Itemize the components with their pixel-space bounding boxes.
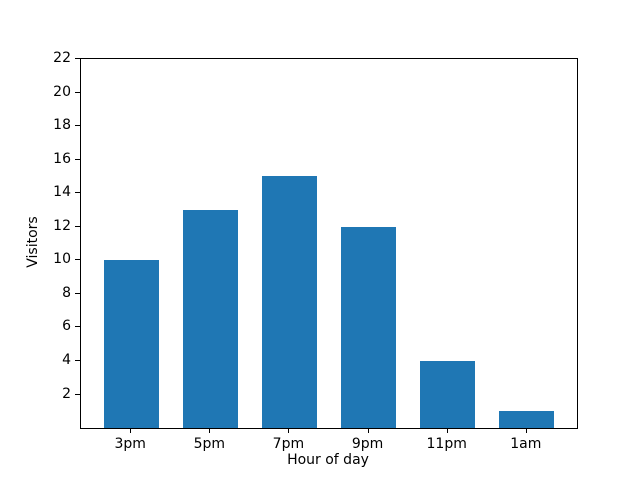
y-tick-mark [75, 292, 80, 294]
y-tick-mark [75, 259, 80, 261]
bar-7pm [261, 176, 318, 428]
y-tick-mark [75, 225, 80, 227]
bar-11pm [420, 360, 476, 428]
y-tick-mark [75, 91, 80, 93]
y-tick-mark [75, 393, 80, 395]
plot-area [80, 58, 578, 429]
bar-9pm [340, 226, 397, 428]
x-tick-label: 3pm [114, 436, 146, 452]
y-tick-label: 2 [62, 385, 71, 402]
x-tick-label: 9pm [351, 436, 384, 452]
x-tick-label: 11pm [426, 436, 467, 452]
y-tick-label: 10 [53, 251, 71, 268]
x-tick-mark [367, 428, 369, 433]
x-tick-label: 1am [510, 436, 542, 452]
y-tick-label: 18 [53, 117, 71, 134]
y-tick-mark [75, 326, 80, 328]
y-tick-label: 22 [53, 50, 71, 66]
x-tick-mark [209, 428, 211, 433]
y-tick-mark [75, 58, 80, 59]
y-tick-label: 6 [62, 318, 71, 335]
bar-1am [499, 411, 555, 428]
y-tick-label: 20 [53, 83, 71, 100]
y-tick-label: 4 [62, 351, 71, 368]
y-tick-mark [75, 158, 80, 160]
y-tick-label: 8 [62, 284, 71, 301]
x-tick-mark [525, 428, 527, 433]
x-tick-mark [288, 428, 290, 433]
bar-3pm [103, 260, 159, 428]
y-tick-label: 14 [53, 184, 71, 201]
y-tick-mark [75, 125, 80, 127]
bar-5pm [182, 210, 239, 428]
y-tick-label: 12 [53, 217, 71, 234]
x-tick-mark [446, 428, 448, 433]
x-tick-mark [130, 428, 132, 433]
y-tick-label: 16 [53, 150, 71, 167]
x-tick-label: 7pm [272, 436, 305, 452]
x-axis-label: Hour of day [287, 452, 369, 468]
y-tick-mark [75, 359, 80, 361]
x-tick-label: 5pm [193, 436, 226, 452]
y-tick-mark [75, 192, 80, 194]
